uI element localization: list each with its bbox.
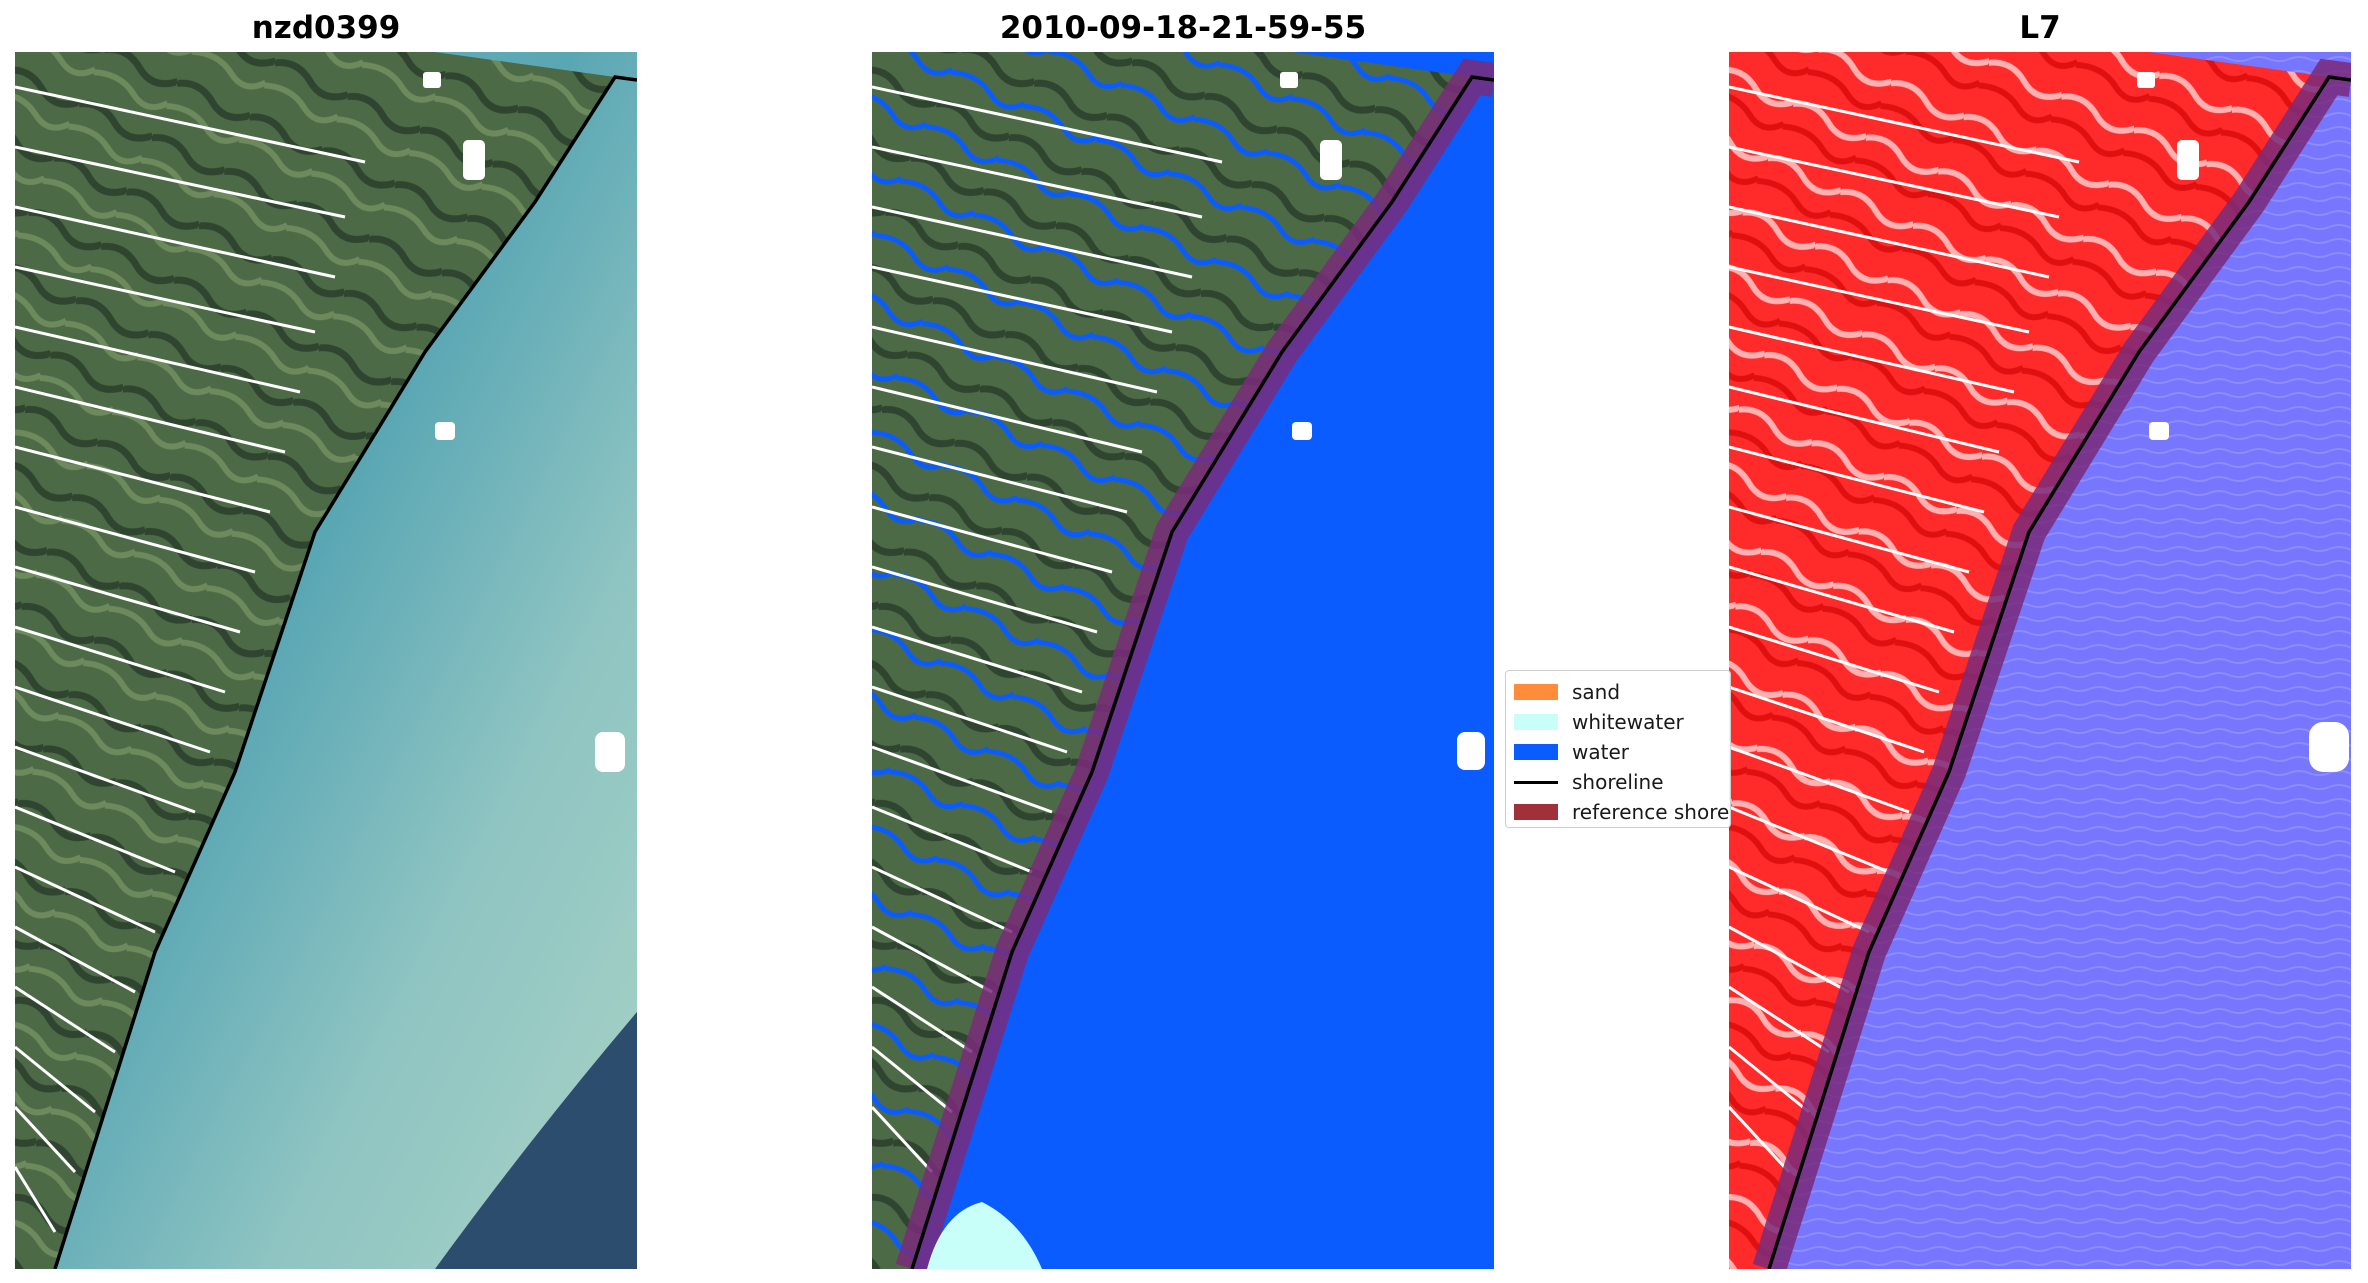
legend-item-reference-shore: reference shore bbox=[1514, 797, 1729, 827]
legend-label: whitewater bbox=[1572, 710, 1684, 734]
panel-title-date: 2010-09-18-21-59-55 bbox=[999, 10, 1367, 46]
water-swatch bbox=[1514, 744, 1558, 760]
classified-image bbox=[872, 52, 1494, 1269]
whitewater-swatch bbox=[1514, 714, 1558, 730]
rgb-image bbox=[15, 52, 637, 1269]
rgb-image-panel bbox=[15, 52, 637, 1269]
cloud-masks bbox=[423, 72, 625, 772]
cloud-masks bbox=[1280, 72, 1485, 770]
scanline-gaps bbox=[1729, 85, 2080, 1174]
land-area bbox=[872, 52, 1472, 1269]
reference-shore-swatch bbox=[1514, 804, 1558, 820]
classified-image-panel bbox=[872, 52, 1494, 1269]
legend-item-water: water bbox=[1514, 737, 1722, 767]
index-image-panel bbox=[1729, 52, 2351, 1269]
index-image bbox=[1729, 52, 2351, 1269]
scanline-gaps bbox=[15, 85, 366, 1233]
panel-title-satellite: L7 bbox=[2019, 10, 2061, 46]
legend: sand whitewater water shoreline referenc… bbox=[1505, 670, 1731, 828]
shoreline bbox=[910, 75, 1494, 1269]
legend-item-sand: sand bbox=[1514, 677, 1722, 707]
shoreline bbox=[53, 75, 637, 1269]
legend-label: reference shore bbox=[1572, 800, 1730, 824]
shoreline bbox=[1767, 75, 2351, 1269]
shoreline-swatch bbox=[1514, 780, 1558, 784]
land-area bbox=[15, 52, 615, 1269]
whitewater-area bbox=[927, 1202, 1042, 1269]
cloud-masks bbox=[2137, 72, 2349, 772]
legend-label: sand bbox=[1572, 680, 1621, 704]
legend-item-whitewater: whitewater bbox=[1514, 707, 1722, 737]
scanline-gaps bbox=[872, 85, 1223, 1174]
sand-swatch bbox=[1514, 684, 1558, 700]
land-index-area bbox=[1729, 52, 2329, 1269]
deep-sea-area bbox=[435, 1012, 637, 1269]
legend-label: shoreline bbox=[1572, 770, 1664, 794]
panel-title-rgb: nzd0399 bbox=[251, 10, 401, 46]
legend-label: water bbox=[1572, 740, 1629, 764]
legend-item-shoreline: shoreline bbox=[1514, 767, 1722, 797]
